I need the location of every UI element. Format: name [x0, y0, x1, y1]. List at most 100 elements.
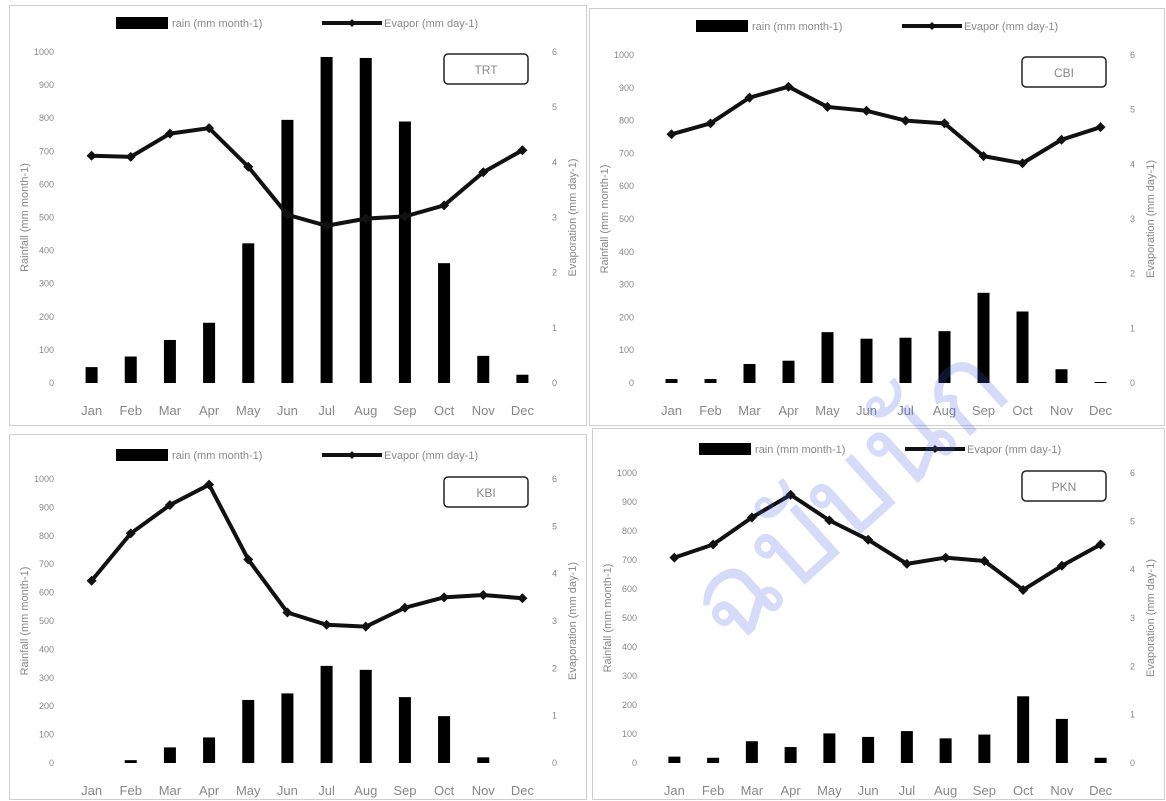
y-axis-title: Rainfall (mm month-1)	[599, 165, 611, 274]
evap-point	[669, 552, 680, 563]
evap-point	[399, 211, 410, 222]
legend-evap-label: Evapor (mm day-1)	[384, 450, 478, 462]
rain-bar	[124, 356, 137, 383]
chart-svg-trt: rain (mm month-1) Evapor (mm day-1)TRT010…	[19, 17, 579, 418]
y-tick-label: 500	[39, 213, 54, 223]
y-tick-label: 500	[39, 616, 54, 626]
rain-bar	[85, 367, 98, 383]
evap-point	[1056, 134, 1067, 145]
x-tick-label: Mar	[159, 783, 182, 798]
y-tick-label: 300	[619, 280, 634, 290]
y-tick-label: 600	[622, 584, 637, 594]
legend-rain-swatch	[699, 443, 751, 455]
legend-evap-marker	[348, 451, 356, 459]
y-axis-title: Rainfall (mm month-1)	[602, 564, 614, 673]
evap-point	[164, 128, 175, 139]
y2-tick-label: 1	[1130, 710, 1135, 720]
evap-point	[478, 589, 489, 600]
x-tick-label: Nov	[1050, 403, 1074, 418]
x-tick-label: Dec	[511, 783, 535, 798]
x-tick-label: Sep	[973, 783, 996, 798]
legend-rain-swatch	[116, 17, 168, 29]
y-axis-title: Rainfall (mm month-1)	[19, 567, 31, 676]
evap-point	[900, 115, 911, 126]
x-tick-label: Dec	[511, 403, 535, 418]
station-label-box	[1021, 470, 1107, 502]
rain-bar	[320, 56, 333, 384]
y-tick-label: 100	[39, 345, 54, 355]
evap-point	[86, 150, 97, 161]
y2-tick-label: 3	[552, 616, 557, 626]
chart-panel-pkn: rain (mm month-1) Evapor (mm day-1) PKN 0 10…	[592, 428, 1165, 800]
legend-rain-label: rain (mm month-1)	[172, 18, 262, 30]
y-tick-label: 900	[39, 502, 54, 512]
evap-point	[282, 209, 293, 220]
y2-tick-label: 1	[552, 711, 557, 721]
x-tick-label: Apr	[781, 783, 802, 798]
rain-bar	[707, 757, 720, 763]
y-tick-label: 700	[622, 555, 637, 565]
x-tick-label: Feb	[120, 403, 142, 418]
x-tick-label: Apr	[778, 403, 799, 418]
y-tick-label: 100	[619, 345, 634, 355]
rain-bar	[1017, 696, 1030, 763]
rain-bar	[163, 747, 176, 763]
x-tick-label: Aug	[354, 783, 377, 798]
x-tick-label: Jun	[277, 403, 298, 418]
evap-point	[321, 220, 332, 231]
evap-point	[940, 552, 951, 563]
y-tick-label: 600	[619, 181, 634, 191]
y2-tick-label: 6	[1130, 468, 1135, 478]
y-tick-label: 200	[622, 700, 637, 710]
legend-rain-label: rain (mm month-1)	[172, 450, 262, 462]
rain-bar	[203, 322, 216, 383]
x-tick-label: Feb	[120, 783, 142, 798]
y-tick-label: 100	[622, 729, 637, 739]
rain-bar	[203, 737, 216, 763]
y2-tick-label: 4	[552, 157, 557, 167]
rain-bar	[1094, 757, 1107, 763]
x-tick-label: Jun	[856, 403, 877, 418]
station-label-box	[443, 53, 529, 85]
y2-tick-label: 4	[552, 569, 557, 579]
x-tick-label: Oct	[434, 783, 455, 798]
x-tick-label: Dec	[1089, 403, 1113, 418]
y-tick-label: 500	[622, 613, 637, 623]
evap-point	[243, 161, 254, 172]
x-tick-label: Jun	[858, 783, 879, 798]
evap-point	[746, 512, 757, 523]
chart-svg-kbi: rain (mm month-1) Evapor (mm day-1)KBI010…	[19, 449, 579, 798]
y-tick-label: 400	[619, 247, 634, 257]
legend-evap-label: Evapor (mm day-1)	[967, 444, 1061, 456]
evap-point	[979, 555, 990, 566]
y-tick-label: 700	[39, 559, 54, 569]
y2-tick-label: 4	[1130, 159, 1135, 169]
y-tick-label: 300	[39, 279, 54, 289]
rain-bar	[978, 734, 991, 763]
evap-point	[125, 528, 136, 539]
y2-tick-label: 3	[552, 213, 557, 223]
y2-tick-label: 1	[552, 323, 557, 333]
y2-tick-label: 5	[1130, 516, 1135, 526]
y-tick-label: 900	[619, 83, 634, 93]
evap-point	[785, 489, 796, 500]
x-tick-label: Mar	[741, 783, 764, 798]
x-tick-label: Jan	[81, 783, 102, 798]
evap-point	[708, 539, 719, 550]
y-tick-label: 300	[39, 673, 54, 683]
y-axis-title: Rainfall (mm month-1)	[19, 163, 31, 272]
rain-bar	[1055, 718, 1068, 763]
x-tick-label: Aug	[934, 783, 957, 798]
legend-evap-marker	[928, 22, 936, 30]
evap-point	[360, 213, 371, 224]
x-tick-label: Jan	[81, 403, 102, 418]
rain-bar	[438, 716, 451, 763]
x-tick-label: Apr	[199, 783, 220, 798]
y2-tick-label: 5	[1130, 105, 1135, 115]
y-tick-label: 1000	[617, 468, 637, 478]
x-tick-label: May	[236, 403, 261, 418]
y2-tick-label: 1	[1130, 323, 1135, 333]
rain-bar	[438, 263, 451, 383]
rain-bar	[860, 338, 873, 383]
evap-point	[517, 593, 528, 604]
